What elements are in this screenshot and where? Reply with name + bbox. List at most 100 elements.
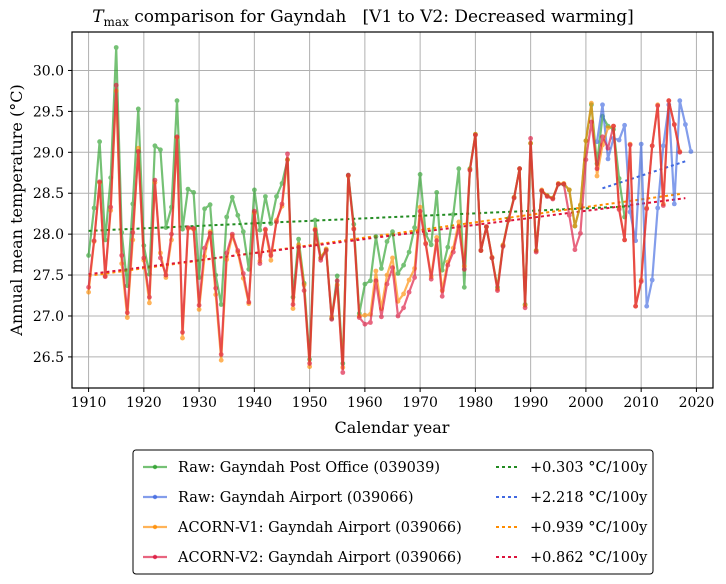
legend-frame [132, 449, 654, 575]
data-point [191, 190, 197, 195]
data-point [86, 253, 91, 258]
data-point [180, 329, 185, 335]
data-point [578, 230, 583, 236]
legend-label: ACORN-V1: Gayndah Airport (039066) [177, 520, 462, 536]
data-point [566, 187, 572, 193]
data-point [677, 98, 683, 104]
data-point [141, 255, 147, 261]
data-point [362, 312, 368, 318]
data-point [456, 224, 462, 230]
data-point [218, 352, 224, 357]
x-tick-label: 1920 [126, 395, 162, 411]
x-tick-label: 1930 [181, 395, 217, 411]
data-point [174, 134, 180, 140]
y-tick-label: 27.5 [33, 268, 64, 284]
data-point [401, 262, 406, 268]
data-point [583, 157, 589, 163]
data-point [290, 302, 296, 307]
legend-trend-entry: +0.303 °C/100y [496, 460, 648, 476]
data-point [362, 321, 368, 327]
data-point [240, 229, 246, 235]
data-point [589, 119, 594, 125]
data-point [461, 266, 467, 272]
data-point [113, 45, 119, 50]
data-point [467, 167, 473, 173]
series-line [87, 84, 681, 374]
legend-trend-label: +0.862 °C/100y [530, 550, 648, 566]
data-point [290, 306, 296, 311]
data-point [102, 274, 108, 280]
title-symbol: T [92, 7, 105, 27]
data-point [594, 166, 600, 172]
data-point [279, 201, 285, 207]
data-point [268, 257, 274, 263]
data-point [384, 272, 390, 278]
data-point [666, 98, 672, 104]
y-tick-label: 29.5 [33, 104, 64, 120]
data-point [373, 268, 379, 274]
data-point [500, 244, 506, 249]
data-point [649, 143, 655, 149]
data-point [434, 238, 440, 244]
data-point [461, 284, 467, 290]
data-point [229, 194, 235, 200]
data-point [683, 122, 688, 127]
y-tick-label: 27.0 [33, 309, 64, 325]
data-point [97, 179, 102, 185]
data-point [368, 320, 373, 325]
data-point [616, 137, 622, 143]
data-point [180, 335, 185, 341]
data-point [450, 212, 456, 217]
data-point [246, 299, 252, 305]
data-point [312, 217, 318, 223]
data-point [318, 257, 324, 263]
data-point [423, 241, 429, 247]
data-point [91, 238, 97, 244]
data-point [450, 249, 456, 255]
data-point [428, 242, 434, 248]
y-tick-label: 30.0 [33, 63, 64, 79]
data-point [340, 370, 346, 375]
data-point [622, 237, 627, 243]
data-point [489, 255, 495, 261]
trend-line [88, 197, 686, 276]
data-point [163, 225, 169, 231]
data-point [312, 227, 318, 233]
data-point [522, 305, 528, 311]
data-point [207, 230, 213, 236]
data-point [412, 275, 417, 280]
series-4 [86, 82, 683, 375]
data-point [152, 143, 158, 149]
data-point [390, 265, 395, 271]
data-point [384, 281, 390, 287]
data-point [484, 224, 489, 230]
data-point [671, 201, 677, 207]
data-point [257, 227, 263, 233]
x-axis: 1910 1920 1930 1940 1950 1960 1970 1980 1990 2000… [71, 388, 714, 411]
legend-point-marker [152, 524, 158, 530]
data-point [108, 204, 114, 210]
x-tick-label: 1940 [237, 395, 273, 411]
data-point [406, 289, 412, 295]
x-tick-label: 1990 [513, 395, 549, 411]
data-point [147, 300, 152, 306]
data-point [124, 310, 130, 316]
legend-trend-entry: +0.862 °C/100y [496, 550, 648, 566]
legend-trend-entry: +2.218 °C/100y [496, 490, 648, 506]
data-point [600, 134, 605, 140]
data-point [434, 235, 440, 240]
data-point [373, 278, 379, 284]
data-point [611, 123, 616, 129]
legend-trend-label: +0.939 °C/100y [530, 520, 648, 536]
y-tick-label: 28.5 [33, 186, 64, 202]
data-point [91, 205, 97, 211]
data-point [655, 205, 661, 211]
data-point [152, 177, 158, 183]
data-point [445, 244, 451, 250]
data-point [257, 261, 263, 266]
data-point [274, 219, 279, 225]
data-point [274, 194, 279, 199]
data-point [252, 208, 257, 214]
data-point [174, 98, 180, 104]
